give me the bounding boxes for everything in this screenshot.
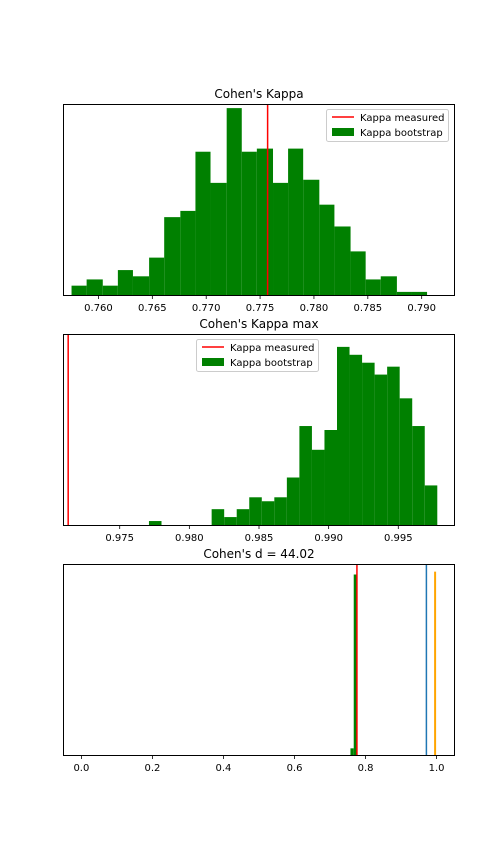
legend-1-label-bootstrap: Kappa bootstrap: [360, 128, 443, 139]
histogram-bar: [411, 291, 428, 295]
panel-cohens-kappa: Cohen's Kappa 0.760 0.765 0.770 0.775 0.780 0…: [63, 87, 455, 314]
x-tick-label: 0.975: [105, 533, 134, 544]
x-tick-label: 0.765: [138, 303, 167, 314]
x-tick-label: 0.980: [175, 533, 204, 544]
histogram-bar: [256, 148, 274, 295]
histogram-bar: [412, 426, 425, 525]
histogram-bar: [434, 571, 437, 755]
legend-1-box: [326, 109, 449, 142]
x-tick-label: 0.770: [192, 303, 221, 314]
x-tick-label: 1.0: [429, 763, 445, 774]
histogram-bar: [249, 497, 262, 525]
legend-1-patch-swatch: [332, 128, 354, 136]
panel-1-title: Cohen's Kappa: [214, 87, 303, 101]
histogram-bar: [211, 509, 225, 525]
histogram-bar: [365, 279, 381, 295]
panel-3-xticks: 0.0 0.2 0.4 0.6 0.8 1.0: [73, 755, 445, 774]
legend-2-box: [196, 339, 319, 372]
panel-1-axes-frame: [63, 104, 455, 296]
histogram-bar: [102, 285, 118, 295]
histogram-bar: [350, 251, 366, 295]
legend-2-label-bootstrap: Kappa bootstrap: [230, 358, 313, 369]
x-tick-label: 0.785: [353, 303, 382, 314]
histogram-bar: [380, 276, 397, 295]
histogram-bar: [399, 398, 413, 525]
x-tick-label: 0.8: [358, 763, 374, 774]
histogram-bar: [117, 270, 133, 295]
histogram-bar: [273, 182, 289, 295]
histogram-bar: [349, 354, 363, 525]
histogram-bar: [195, 151, 211, 295]
histogram-bar: [224, 517, 237, 525]
panel-2-bars: [148, 346, 438, 526]
panel-3-title: Cohen's d = 44.02: [203, 547, 314, 561]
histogram-bar: [236, 509, 250, 525]
x-tick-label: 0.990: [314, 533, 343, 544]
histogram-bar: [311, 449, 325, 525]
histogram-bar: [424, 485, 438, 525]
histogram-bar: [241, 151, 257, 295]
histogram-bar: [324, 430, 337, 525]
histogram-bar: [86, 279, 103, 295]
panel-cohens-kappa-max: Cohen's Kappa max 0.975 0.980 0.985 0.990 0.…: [63, 317, 455, 544]
histogram-bar: [374, 374, 388, 525]
panel-1-xticks: 0.760 0.765 0.770 0.775 0.780 0.785 0.790: [84, 295, 436, 314]
panel-1-legend: Kappa measured Kappa bootstrap: [326, 109, 449, 142]
histogram-bar: [148, 521, 162, 525]
histogram-bar: [274, 497, 287, 525]
legend-2-label-measured: Kappa measured: [230, 343, 314, 354]
histogram-bar: [164, 217, 181, 295]
histogram-bar: [350, 748, 354, 755]
histogram-bar: [226, 108, 242, 295]
x-tick-label: 0.4: [216, 763, 232, 774]
histogram-bar: [387, 366, 400, 525]
x-tick-label: 0.985: [245, 533, 274, 544]
x-tick-label: 0.0: [73, 763, 89, 774]
histogram-bar: [288, 148, 304, 295]
panel-2-xticks: 0.975 0.980 0.985 0.990 0.995: [105, 525, 413, 544]
x-tick-label: 0.6: [287, 763, 303, 774]
histogram-bar: [149, 257, 165, 295]
histogram-bar: [261, 501, 275, 525]
panel-3-bars: [350, 571, 437, 755]
legend-2-patch-swatch: [202, 358, 224, 366]
panel-2-title: Cohen's Kappa max: [199, 317, 318, 331]
panel-3-vlines: [356, 565, 428, 755]
legend-1-label-measured: Kappa measured: [360, 113, 444, 124]
histogram-bar: [334, 226, 351, 295]
histogram-bar: [319, 204, 335, 295]
histogram-bar: [353, 574, 357, 755]
x-tick-label: 0.780: [300, 303, 329, 314]
panel-3-axes-frame: [63, 564, 455, 756]
histogram-bar: [362, 362, 375, 525]
histogram-bar: [303, 179, 320, 295]
histogram-bar: [299, 426, 312, 525]
histogram-bar: [396, 291, 412, 295]
histogram-bar: [180, 210, 196, 295]
x-tick-label: 0.760: [84, 303, 113, 314]
x-tick-label: 0.995: [384, 533, 413, 544]
histogram-bar: [337, 346, 350, 526]
panel-1-bars: [71, 108, 428, 295]
x-tick-label: 0.790: [407, 303, 436, 314]
panel-cohens-d: Cohen's d = 44.02 0.0 0.2 0.4 0.6 0.8 1.0: [63, 547, 455, 774]
x-tick-label: 0.775: [246, 303, 275, 314]
panel-2-legend: Kappa measured Kappa bootstrap: [196, 339, 319, 372]
histogram-bar: [210, 182, 227, 295]
histogram-bar: [286, 477, 300, 525]
histogram-bar: [132, 276, 150, 295]
x-tick-label: 0.2: [144, 763, 160, 774]
histogram-bar: [71, 285, 87, 295]
